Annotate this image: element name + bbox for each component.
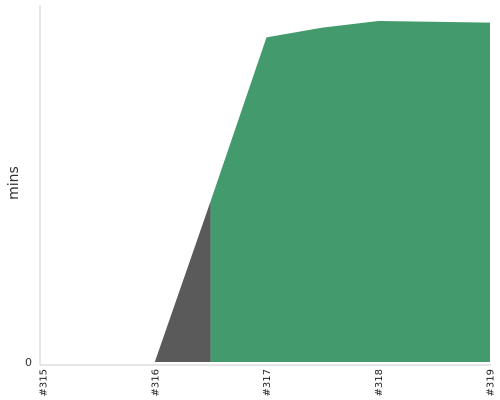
y-axis-title: mins (6, 166, 22, 200)
x-tick-label: #319 (486, 369, 497, 396)
area-series-0 (43, 201, 211, 362)
x-tick-label: #317 (262, 369, 273, 396)
x-tick-label: #316 (150, 369, 161, 396)
y-tick-label: 0 (25, 356, 32, 369)
x-tick-labels: #315 #316 #317 #318 #319 (39, 369, 497, 396)
x-tick-label: #315 (39, 369, 50, 396)
area-series-1 (210, 21, 490, 362)
x-tick-label: #318 (374, 369, 385, 396)
series-layer (43, 21, 490, 362)
